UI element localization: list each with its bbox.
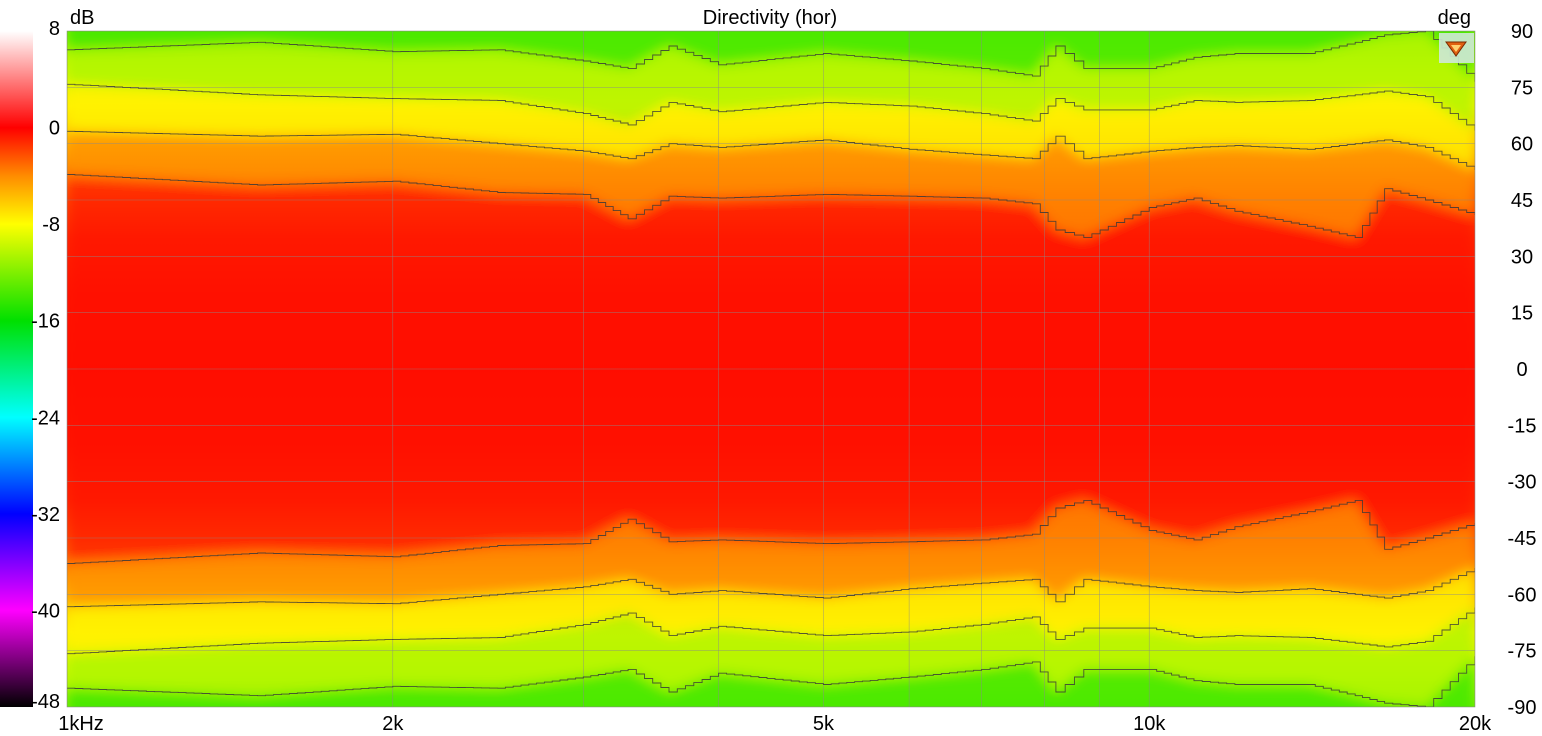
color-scale-ticks: 8 0 -8 -16 -24 -32 -40 -48 — [31, 18, 60, 713]
heatmap-band — [67, 131, 1475, 238]
speaker-logo-icon — [1439, 33, 1474, 63]
y-tick-label: -75 — [1508, 641, 1537, 663]
color-scale-tick-label: 0 — [49, 118, 60, 140]
color-scale-tick-label: -24 — [31, 407, 60, 429]
y-tick-label: 0 — [1516, 359, 1527, 381]
color-scale-bar: dB 8 0 -8 -16 -24 -32 -40 -48 — [0, 7, 94, 713]
contour-line — [67, 83, 1475, 131]
contour-line — [67, 174, 1475, 239]
heatmap-band — [67, 500, 1475, 607]
y-axis-ticks: 90 75 60 45 30 15 0 -15 -30 -45 -60 -75 -90 — [1508, 21, 1537, 719]
x-tick-label: 5k — [813, 713, 835, 735]
y-tick-label: -60 — [1508, 584, 1537, 606]
heatmap-band — [67, 174, 1475, 369]
y-tick-label: -15 — [1508, 415, 1537, 437]
color-scale-tick-label: -48 — [31, 691, 60, 713]
x-tick-label: 10k — [1133, 713, 1166, 735]
x-tick-label: 20k — [1459, 713, 1492, 735]
color-scale-gradient — [0, 31, 33, 707]
contour-line — [67, 656, 1475, 707]
y-axis-unit: deg — [1438, 7, 1471, 29]
grid-lines — [67, 31, 1475, 707]
plot-border — [66, 30, 1476, 708]
contour-line — [67, 31, 1475, 82]
heatmap-band — [67, 656, 1475, 707]
y-tick-label: 15 — [1511, 303, 1533, 325]
color-scale-tick-label: -8 — [42, 214, 60, 236]
heatmap-band — [67, 31, 1475, 131]
heatmap-band — [67, 568, 1475, 654]
heatmap-band — [67, 369, 1475, 564]
contour-line — [67, 499, 1475, 564]
y-tick-label: -30 — [1508, 472, 1537, 494]
plot-area — [66, 30, 1476, 708]
y-tick-label: 90 — [1511, 21, 1533, 43]
color-scale-tick-label: -16 — [31, 311, 60, 333]
color-scale-unit: dB — [70, 7, 94, 29]
heatmap-blobs — [67, 31, 1475, 707]
y-tick-label: 30 — [1511, 246, 1533, 268]
y-tick-label: -90 — [1508, 697, 1537, 719]
y-tick-label: -45 — [1508, 528, 1537, 550]
chart-title: Directivity (hor) — [703, 7, 837, 29]
color-scale-tick-label: 8 — [49, 18, 60, 40]
heatmap-band — [67, 84, 1475, 170]
y-tick-label: 75 — [1511, 77, 1533, 99]
logo-inner — [1451, 45, 1461, 52]
contour-lines — [67, 31, 1475, 707]
y-tick-label: 60 — [1511, 134, 1533, 156]
heatmap-band — [67, 31, 1475, 82]
contour-line — [67, 568, 1475, 608]
color-scale-tick-label: -32 — [31, 504, 60, 526]
x-tick-label: 1kHz — [58, 713, 104, 735]
y-tick-label: 45 — [1511, 190, 1533, 212]
heatmap-band — [67, 607, 1475, 707]
color-scale-tick-label: -40 — [31, 600, 60, 622]
x-tick-label: 2k — [382, 713, 404, 735]
contour-line — [67, 130, 1475, 170]
contour-line — [67, 607, 1475, 655]
x-axis-ticks: 1kHz 2k 5k 10k 20k — [58, 713, 1492, 735]
